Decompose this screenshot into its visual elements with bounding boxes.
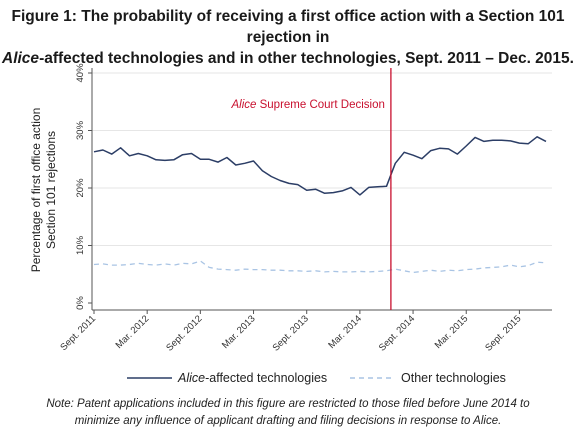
legend: Alice-affected technologies Other techno…: [127, 371, 506, 385]
x-tick-label: Mar. 2014: [326, 313, 364, 351]
legend-label-alice-rest: -affected technologies: [205, 371, 327, 385]
grid-lines: [92, 72, 552, 246]
x-tick-label: Mar. 2012: [114, 313, 152, 351]
figure-note-line2: minimize any influence of applicant draf…: [74, 415, 502, 427]
figure-note: Note: Patent applications included in th…: [0, 396, 576, 430]
series-line-other: [93, 260, 547, 274]
x-tick-label: Mar. 2013: [220, 313, 258, 351]
y-axis-label-line2: Section 101 rejections: [44, 131, 58, 249]
figure-note-line1: Note: Patent applications included in th…: [46, 398, 530, 410]
decision-marker-label-italic: Alice: [230, 99, 256, 111]
y-axis-ticks: 0% 10% 20% 30% 40%: [75, 63, 92, 310]
y-tick-label: 30%: [75, 120, 86, 140]
x-tick-label: Sept. 2013: [271, 313, 311, 353]
y-tick-label: 40%: [75, 63, 86, 83]
y-tick-label: 20%: [75, 178, 86, 198]
series-line-alice: [93, 136, 547, 196]
figure-title-line2: Alice-affected technologies and in other…: [0, 48, 576, 69]
x-tick-label: Mar. 2015: [433, 313, 471, 351]
legend-label-alice: Alice-affected technologies: [177, 371, 327, 385]
x-axis-ticks: Sept. 2011 Mar. 2012 Sept. 2012 Mar. 2013 Se…: [58, 310, 524, 354]
axes: [91, 68, 552, 311]
legend-label-other: Other technologies: [401, 371, 506, 385]
legend-label-alice-italic: Alice: [177, 371, 205, 385]
figure-title-line1: Figure 1: The probability of receiving a…: [11, 8, 565, 46]
series-lines: [93, 136, 547, 274]
annotation: Alice Supreme Court Decision: [230, 68, 392, 310]
decision-marker-label: Alice Supreme Court Decision: [230, 99, 384, 111]
x-tick-label: Sept. 2014: [377, 313, 417, 353]
x-tick-label: Sept. 2012: [164, 313, 204, 353]
figure-title-italic: Alice: [2, 50, 40, 67]
x-tick-label: Sept. 2011: [58, 313, 98, 353]
y-tick-label: 10%: [75, 235, 86, 255]
x-tick-label: Sept. 2015: [483, 313, 523, 353]
y-axis-label-line1: Percentage of first office action: [29, 108, 43, 273]
figure-title: Figure 1: The probability of receiving a…: [0, 6, 576, 69]
figure-title-rest: -affected technologies and in other tech…: [39, 50, 574, 67]
decision-marker-label-rest: Supreme Court Decision: [256, 99, 384, 111]
y-tick-label: 0%: [75, 296, 86, 310]
